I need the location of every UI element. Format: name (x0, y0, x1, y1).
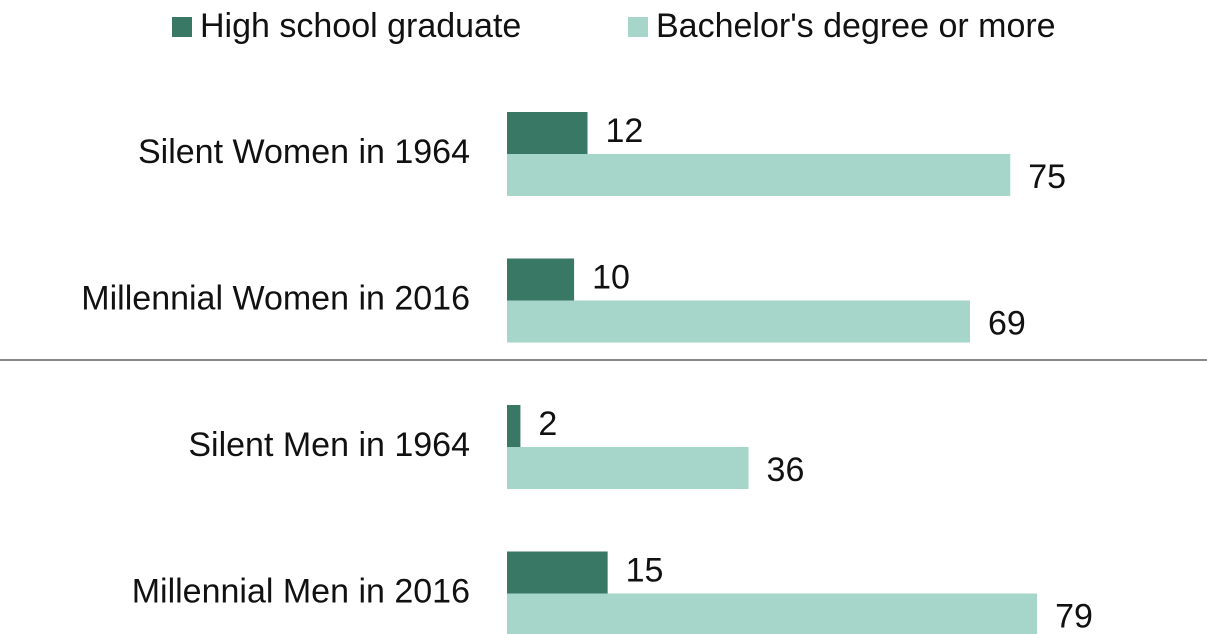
legend-label: High school graduate (200, 7, 521, 45)
category-label: Millennial Women in 2016 (81, 279, 470, 317)
category-label: Millennial Men in 2016 (132, 572, 470, 610)
legend-label: Bachelor's degree or more (656, 7, 1056, 45)
bar (507, 258, 575, 301)
bar (507, 551, 608, 594)
legend-swatch (628, 17, 648, 37)
bar (507, 593, 1038, 634)
value-label: 75 (1028, 158, 1066, 196)
value-label: 79 (1055, 597, 1093, 634)
bar (507, 447, 749, 489)
bar (507, 300, 970, 343)
value-label: 36 (767, 451, 805, 489)
value-label: 69 (988, 304, 1026, 342)
bar (507, 154, 1011, 196)
value-label: 10 (592, 258, 630, 296)
category-label: Silent Women in 1964 (138, 133, 470, 171)
value-label: 15 (626, 551, 664, 589)
value-label: 2 (538, 405, 557, 443)
bar (507, 112, 588, 154)
legend-swatch (172, 17, 192, 37)
bar (507, 405, 521, 447)
category-label: Silent Men in 1964 (188, 426, 470, 464)
value-label: 12 (606, 112, 644, 150)
